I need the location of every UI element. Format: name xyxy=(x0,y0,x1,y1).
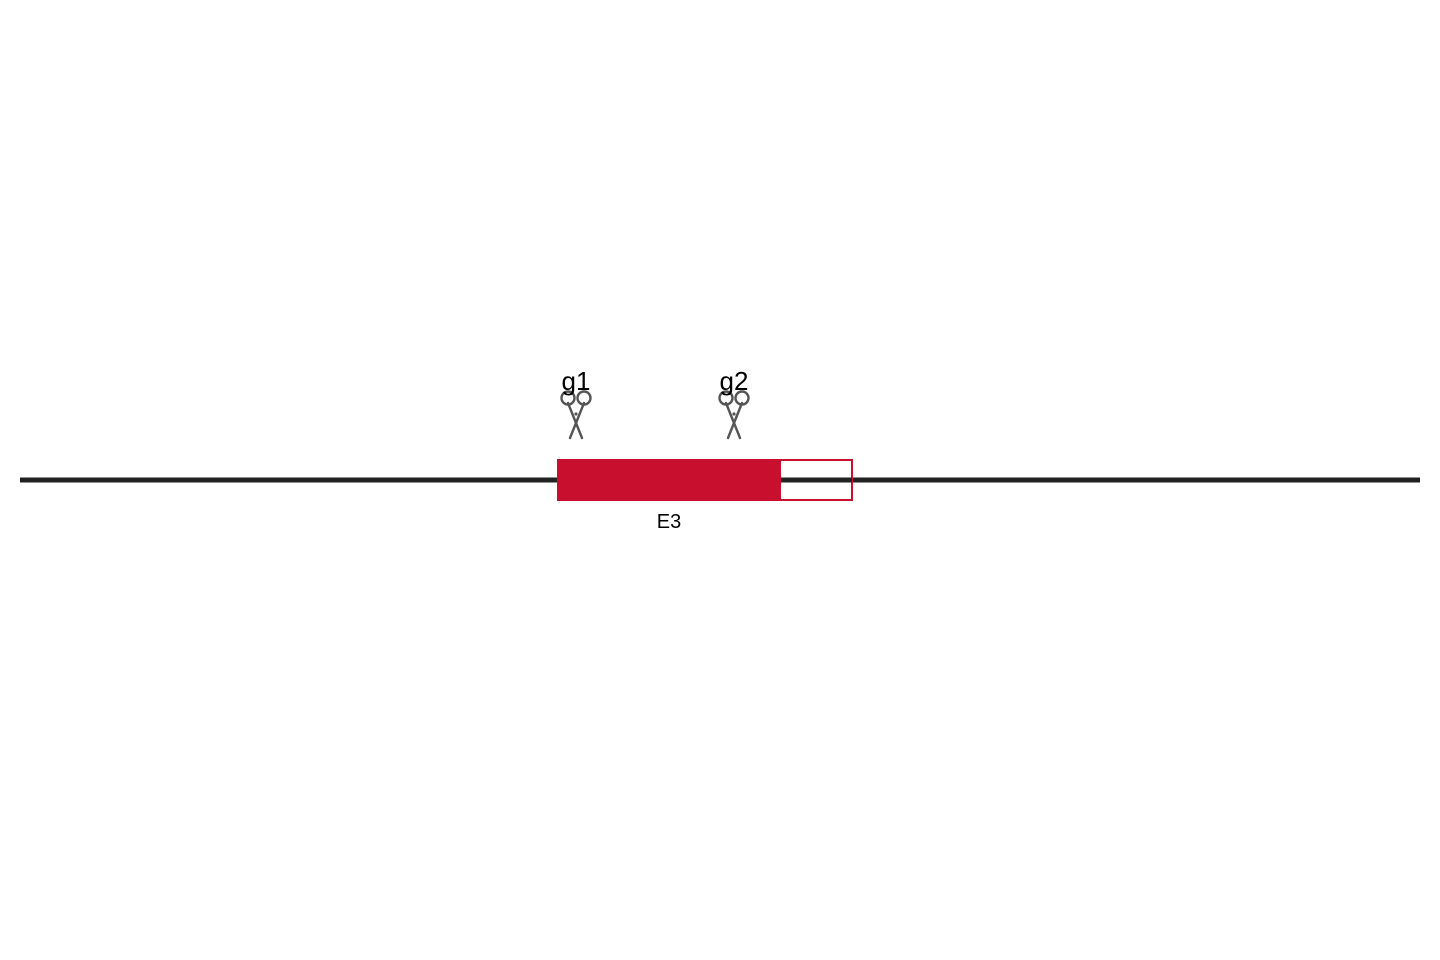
cut-label-g1: g1 xyxy=(562,366,591,396)
exon-label: E3 xyxy=(657,511,681,533)
scissor-icon xyxy=(562,392,591,439)
cut-label-g2: g2 xyxy=(720,366,749,396)
scissor-icon xyxy=(720,392,749,439)
exon-box-filled xyxy=(558,460,780,500)
gene-diagram: E3 g1 g2 xyxy=(0,0,1440,960)
